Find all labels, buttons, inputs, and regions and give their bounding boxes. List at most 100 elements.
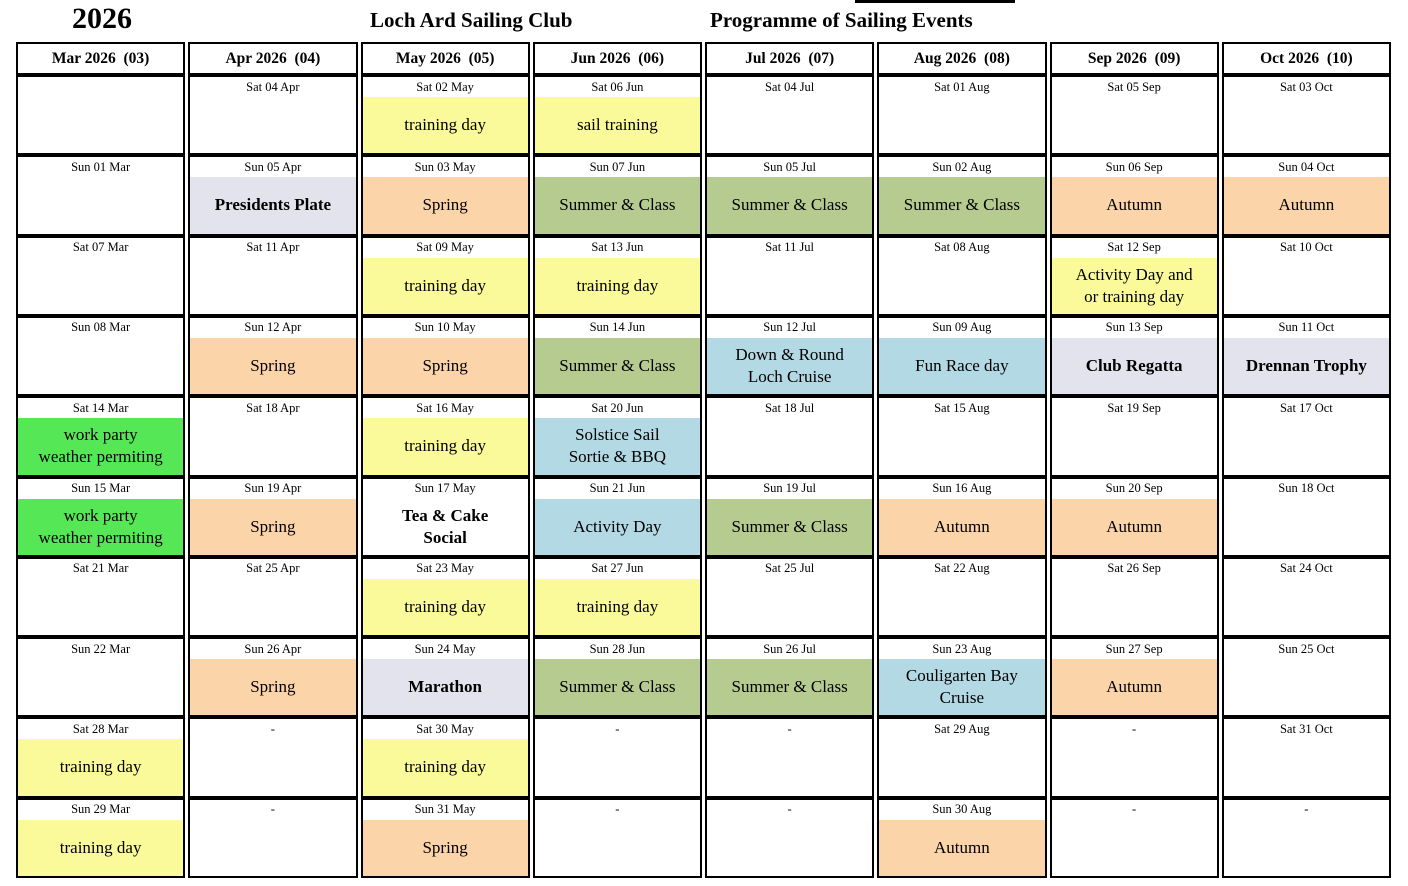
event-label	[707, 97, 872, 153]
cell-date: Sat 30 May	[362, 719, 528, 740]
event-label	[535, 820, 700, 876]
calendar-table: Mar 2026 (03) Sun 01 Mar Sat 07 Mar Sun 08 …	[16, 42, 1391, 878]
event-label	[879, 97, 1044, 153]
calendar-cell-sep-r1: Sat 05 Sep	[1049, 75, 1219, 156]
event-label	[190, 258, 355, 314]
event-label	[879, 258, 1044, 314]
calendar-cell-aug-r9: Sat 29 Aug	[877, 717, 1047, 798]
cell-date: Sun 05 Apr	[190, 157, 356, 178]
cell-date: -	[534, 799, 700, 820]
event-label	[1224, 97, 1389, 153]
programme-title: Programme of Sailing Events	[710, 8, 973, 32]
cell-date: Sun 17 May	[362, 478, 528, 499]
cell-date: Sun 11 Oct	[1223, 317, 1389, 338]
event-label	[535, 739, 700, 795]
cell-date: Sat 31 Oct	[1223, 719, 1389, 740]
event-label: Club Regatta	[1051, 337, 1217, 395]
event-label	[18, 97, 183, 153]
calendar-cell-apr-r2: Sun 05 Apr Presidents Plate	[188, 155, 358, 236]
event-label: Autumn	[1051, 659, 1217, 716]
event-label	[1052, 418, 1217, 474]
cell-date: Sun 02 Aug	[879, 157, 1045, 178]
calendar-cell-oct-r8: Sun 25 Oct	[1221, 637, 1391, 718]
calendar-cell-jul-r8: Sun 26 Jul Summer & Class	[705, 637, 875, 718]
calendar-cell-mar-r7: Sat 21 Mar	[16, 556, 186, 638]
event-label	[1052, 820, 1217, 876]
cell-date: Sat 24 Oct	[1223, 558, 1389, 579]
cell-date: Sun 06 Sep	[1051, 157, 1217, 178]
calendar-cell-aug-r2: Sun 02 Aug Summer & Class	[877, 155, 1047, 236]
calendar-cell-aug-r5: Sat 15 Aug	[877, 396, 1047, 477]
event-label	[190, 97, 355, 153]
cell-date: Sun 19 Jul	[707, 478, 873, 499]
event-label: sail training	[534, 97, 700, 154]
event-label: Autumn	[1051, 498, 1217, 555]
event-label: Summer & Class	[879, 177, 1045, 234]
cell-date: Sun 29 Mar	[18, 799, 184, 820]
cell-date: Sun 13 Sep	[1051, 317, 1217, 338]
cell-date: Sun 31 May	[362, 799, 528, 820]
event-label: Fun Race day	[879, 337, 1045, 395]
calendar-cell-apr-r9: -	[188, 717, 358, 798]
calendar-cell-jun-r10: -	[532, 797, 702, 878]
event-label: Summer & Class	[707, 498, 873, 555]
cell-date: Sun 19 Apr	[190, 478, 356, 499]
cell-date: Sat 10 Oct	[1223, 237, 1389, 258]
calendar-cell-may-r10: Sun 31 May Spring	[360, 797, 530, 878]
month-header-jul: Jul 2026 (07)	[705, 42, 875, 75]
calendar-cell-apr-r7: Sat 25 Apr	[188, 556, 358, 638]
event-label: Solstice Sail Sortie & BBQ	[534, 418, 700, 475]
calendar-cell-jun-r8: Sun 28 Jun Summer & Class	[532, 637, 702, 718]
event-label: Spring	[362, 177, 528, 234]
event-label: Autumn	[879, 498, 1045, 555]
event-label: training day	[362, 257, 528, 314]
cell-date: Sat 22 Aug	[879, 558, 1045, 579]
event-label	[707, 579, 872, 635]
event-label: training day	[534, 257, 700, 314]
month-header-may: May 2026 (05)	[360, 42, 530, 75]
event-label	[18, 177, 183, 233]
cell-date: Sun 04 Oct	[1223, 157, 1389, 178]
event-label	[879, 579, 1044, 635]
cell-date: Sat 08 Aug	[879, 237, 1045, 258]
cell-date: Sat 11 Apr	[190, 237, 356, 258]
month-header-jun: Jun 2026 (06)	[532, 42, 702, 75]
cell-date: Sat 02 May	[362, 77, 528, 97]
calendar-cell-may-r9: Sat 30 May training day	[360, 717, 530, 798]
event-label	[190, 579, 355, 635]
cell-date: Sat 16 May	[362, 398, 528, 419]
calendar-cell-oct-r10: -	[1221, 797, 1391, 878]
cell-date: Sat 03 Oct	[1223, 77, 1389, 97]
event-label: Presidents Plate	[190, 177, 356, 234]
page-year: 2026	[72, 2, 132, 35]
calendar-cell-mar-r5: Sat 14 Mar work party weather permiting	[16, 396, 186, 477]
cell-date: Sun 23 Aug	[879, 639, 1045, 660]
cell-date: Sun 07 Jun	[534, 157, 700, 178]
calendar-cell-may-r2: Sun 03 May Spring	[360, 155, 530, 236]
calendar-cell-aug-r1: Sat 01 Aug	[877, 75, 1047, 156]
calendar-cell-jun-r6: Sun 21 Jun Activity Day	[532, 476, 702, 557]
calendar-cell-mar-r1	[16, 75, 186, 156]
event-label	[1224, 659, 1389, 715]
calendar-cell-jul-r10: -	[705, 797, 875, 878]
cell-date: -	[534, 719, 700, 740]
cell-date: Sun 15 Mar	[18, 478, 184, 499]
cell-date: Sat 07 Mar	[18, 237, 184, 258]
cell-date: Sat 18 Apr	[190, 398, 356, 419]
calendar-cell-may-r8: Sun 24 May Marathon	[360, 637, 530, 718]
cell-date: Sat 12 Sep	[1051, 237, 1217, 258]
calendar-cell-mar-r8: Sun 22 Mar	[16, 637, 186, 718]
calendar-cell-may-r5: Sat 16 May training day	[360, 396, 530, 477]
event-label: Autumn	[1223, 177, 1389, 234]
month-header-mar: Mar 2026 (03)	[16, 42, 186, 75]
calendar-cell-apr-r1: Sat 04 Apr	[188, 75, 358, 156]
event-label	[18, 579, 183, 635]
event-label	[707, 820, 872, 876]
event-label	[707, 418, 872, 474]
calendar-cell-may-r1: Sat 02 May training day	[360, 75, 530, 156]
event-label: training day	[362, 418, 528, 475]
calendar-cell-apr-r8: Sun 26 Apr Spring	[188, 637, 358, 718]
calendar-cell-apr-r10: -	[188, 797, 358, 878]
cell-date: Sun 27 Sep	[1051, 639, 1217, 660]
event-label: training day	[18, 739, 184, 796]
